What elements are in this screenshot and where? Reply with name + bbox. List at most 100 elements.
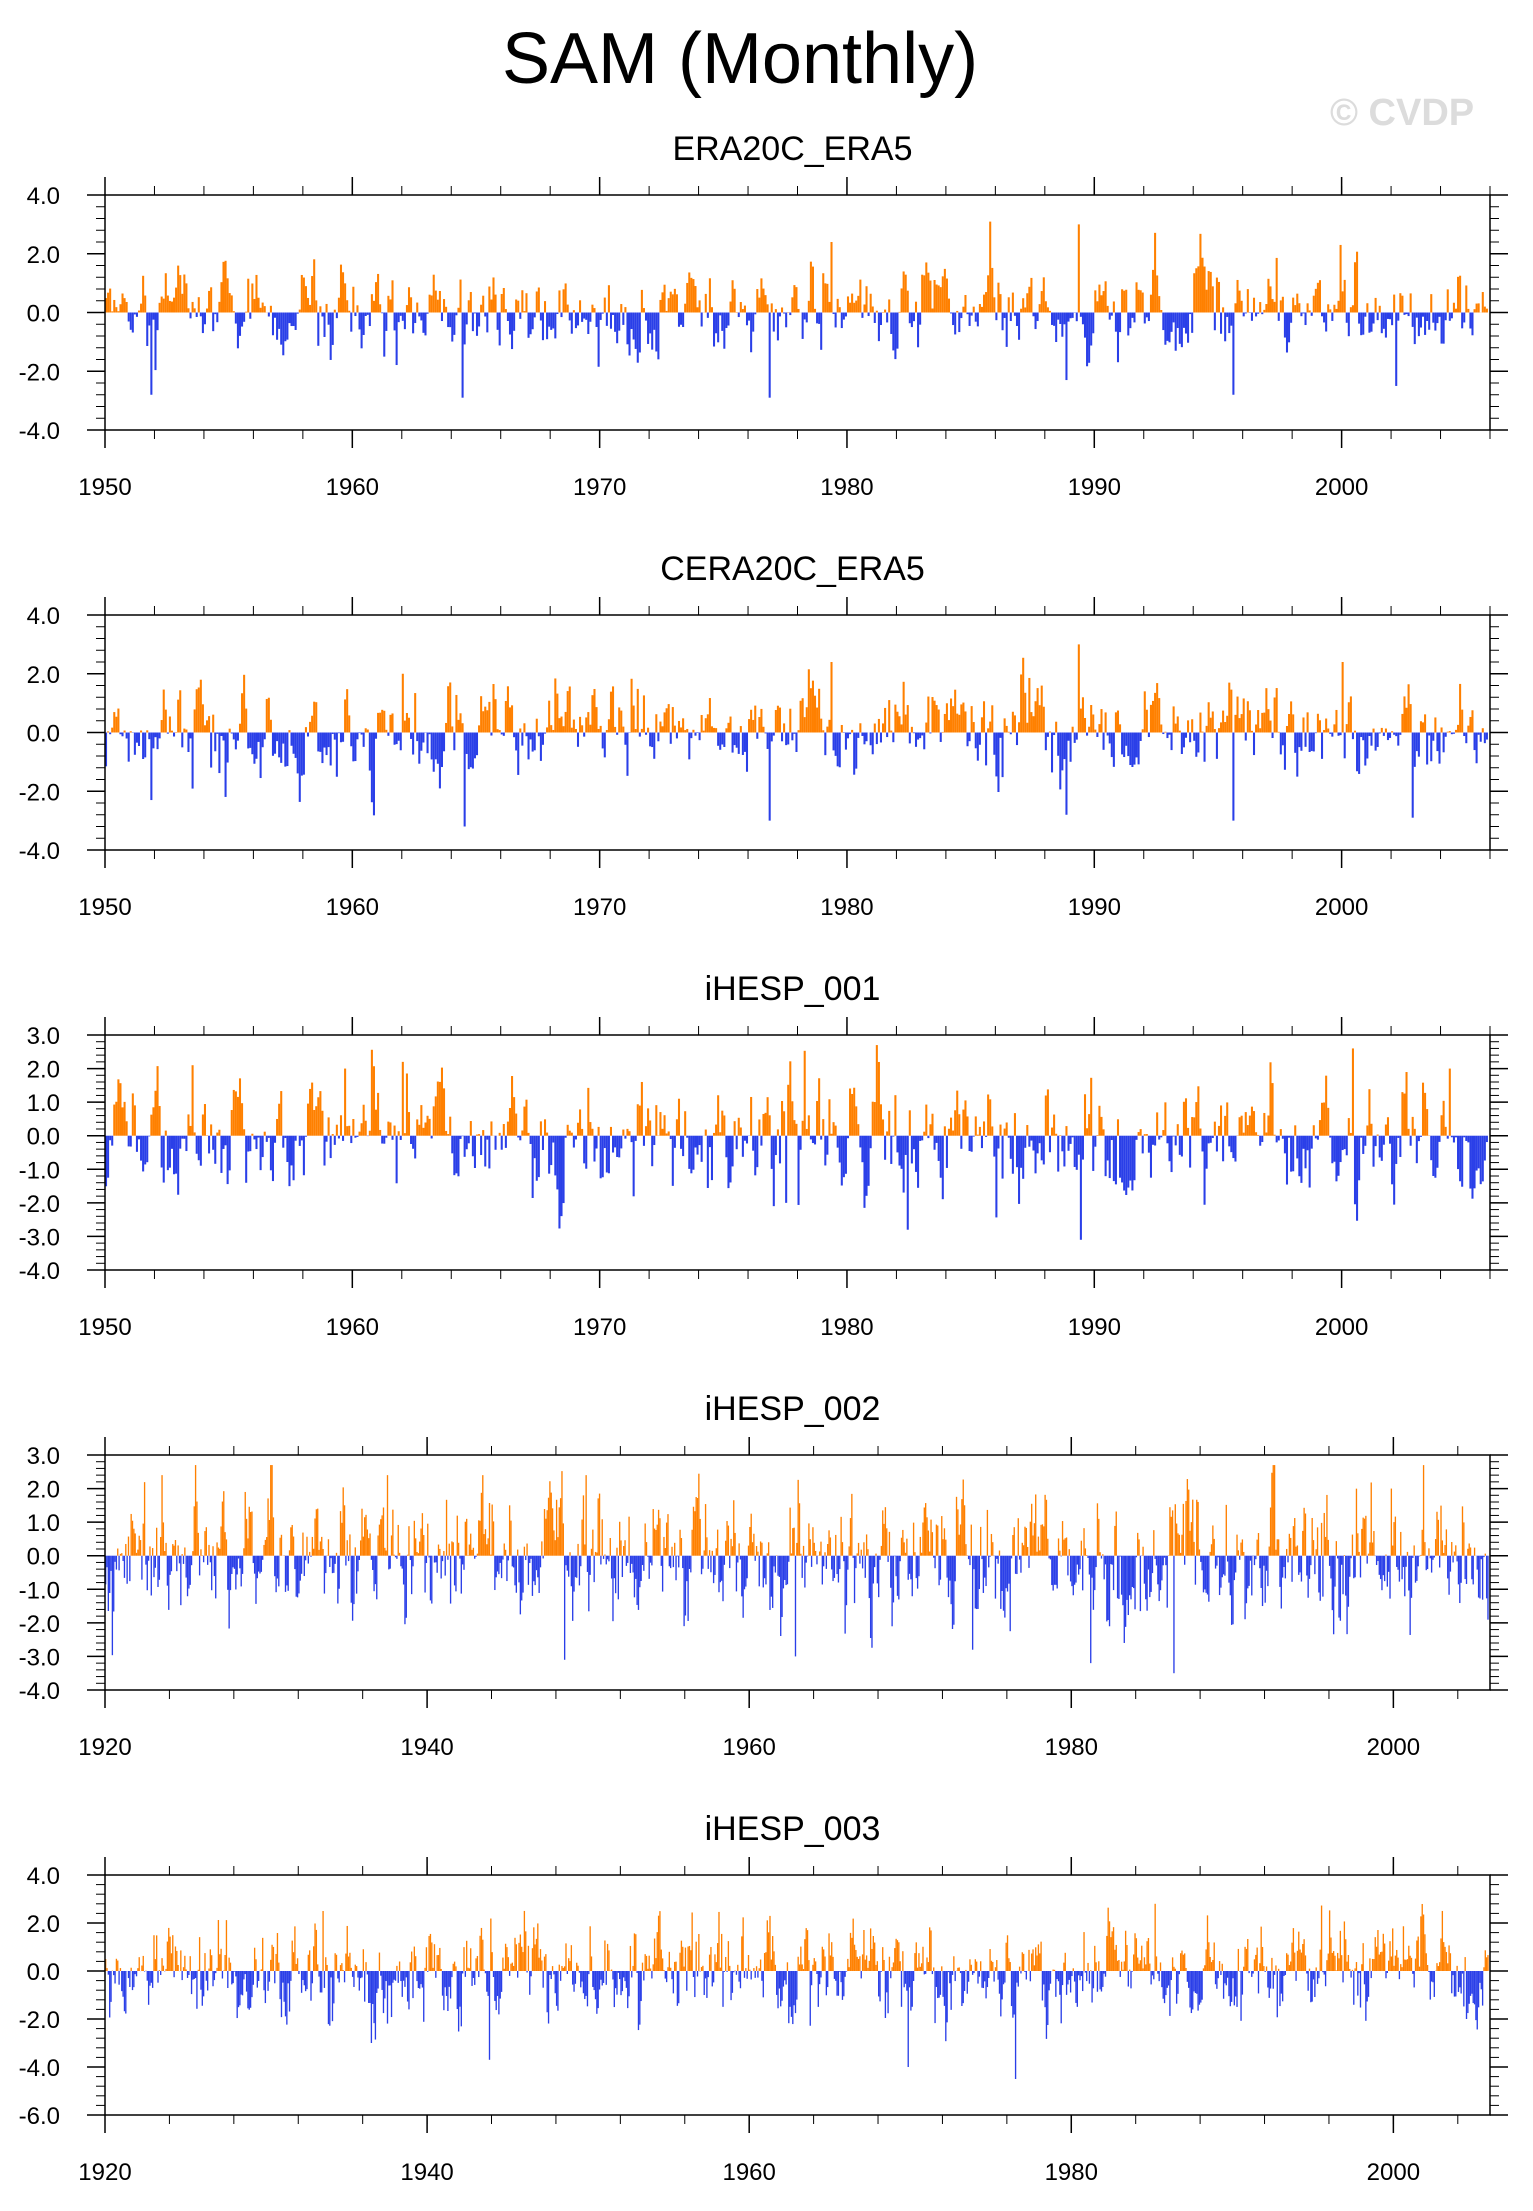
positive-bar — [1022, 1545, 1025, 1556]
negative-bar — [1454, 1135, 1458, 1138]
negative-bar — [1460, 1971, 1462, 1994]
positive-bar — [204, 1531, 206, 1556]
positive-bar — [1316, 282, 1319, 313]
positive-bar — [557, 1537, 559, 1556]
positive-bar — [1036, 1955, 1038, 1971]
negative-bar — [218, 732, 221, 774]
positive-bar — [121, 1107, 124, 1136]
positive-bar — [1263, 1112, 1266, 1136]
negative-bar — [1463, 732, 1466, 737]
positive-bar — [517, 300, 520, 313]
positive-bar — [564, 283, 567, 313]
negative-bar — [750, 1971, 752, 1980]
positive-bar — [173, 297, 176, 313]
negative-bar — [1329, 1135, 1332, 1138]
negative-bar — [626, 312, 629, 345]
negative-bar — [395, 1135, 398, 1184]
positive-bar — [177, 1545, 179, 1556]
positive-bar — [1207, 271, 1210, 313]
negative-bar — [719, 732, 722, 750]
positive-bar — [1483, 306, 1486, 313]
positive-bar — [661, 1958, 664, 1971]
negative-bar — [492, 1971, 495, 1978]
positive-bar — [1463, 1522, 1465, 1556]
positive-bar — [824, 1552, 826, 1556]
positive-bar — [937, 709, 940, 733]
positive-bar — [1287, 1954, 1289, 1971]
positive-bar — [1201, 257, 1204, 313]
positive-bar — [1454, 729, 1458, 733]
positive-bar — [1296, 293, 1299, 313]
negative-bar — [405, 1971, 407, 1978]
negative-bar — [547, 1971, 550, 2024]
negative-bar — [1100, 1971, 1103, 1992]
negative-bar — [1362, 1135, 1365, 1154]
negative-bar — [1239, 1555, 1241, 1560]
negative-bar — [1241, 1971, 1244, 1995]
negative-bar — [331, 312, 334, 345]
positive-bar — [1153, 1530, 1155, 1556]
negative-bar — [202, 1555, 205, 1563]
negative-bar — [358, 1555, 360, 1560]
negative-bar — [1307, 1555, 1309, 1598]
positive-bar — [684, 1947, 687, 1971]
positive-bar — [710, 307, 713, 313]
positive-bar — [205, 720, 209, 733]
positive-bar — [753, 1533, 755, 1556]
negative-bar — [1005, 1555, 1007, 1589]
positive-bar — [863, 1930, 865, 1971]
positive-bar — [695, 1497, 697, 1556]
negative-bar — [1139, 732, 1142, 741]
negative-bar — [756, 1135, 759, 1168]
negative-bar — [1229, 1555, 1231, 1596]
negative-bar — [319, 732, 322, 752]
positive-bar — [1294, 1952, 1296, 1971]
positive-bar — [1456, 1965, 1458, 1971]
negative-bar — [1226, 1555, 1229, 1562]
positive-bar — [144, 295, 147, 313]
negative-bar — [974, 1555, 976, 1609]
positive-bar — [1244, 1112, 1247, 1136]
negative-bar — [288, 1135, 291, 1187]
negative-bar — [573, 1971, 575, 1992]
positive-bar — [160, 1537, 162, 1556]
positive-bar — [1401, 295, 1404, 313]
positive-bar — [533, 1927, 535, 1971]
positive-bar — [309, 304, 312, 313]
positive-bar — [1211, 286, 1214, 313]
positive-bar — [608, 1950, 610, 1971]
positive-bar — [930, 1930, 932, 1971]
negative-bar — [1251, 1971, 1253, 1977]
positive-bar — [933, 1967, 935, 1971]
negative-bar — [1168, 312, 1171, 343]
negative-bar — [513, 732, 516, 738]
negative-bar — [1167, 1971, 1170, 1986]
negative-bar — [1065, 312, 1068, 381]
positive-bar — [1255, 724, 1258, 733]
plot-frame — [104, 1874, 1491, 2116]
negative-bar — [183, 1135, 186, 1139]
positive-bar — [677, 1098, 681, 1136]
positive-bar — [1393, 1522, 1395, 1556]
positive-bar — [991, 1126, 994, 1136]
negative-bar — [110, 1555, 112, 1571]
positive-bar — [1248, 1115, 1251, 1136]
negative-bar — [436, 732, 439, 764]
negative-bar — [1166, 1135, 1169, 1144]
negative-bar — [608, 1555, 610, 1562]
y-tick-label: -3.0 — [19, 1224, 60, 1251]
negative-bar — [632, 1135, 635, 1197]
positive-bar — [428, 1935, 430, 1971]
negative-bar — [832, 1555, 834, 1582]
y-tick-label: 0.0 — [27, 1959, 60, 1986]
positive-bar — [319, 306, 322, 313]
negative-bar — [937, 1135, 940, 1161]
positive-bar — [1371, 1542, 1374, 1556]
positive-bar — [1176, 716, 1179, 733]
positive-bar — [1370, 1482, 1372, 1556]
negative-bar — [1068, 1971, 1070, 1980]
positive-bar — [346, 1126, 349, 1136]
negative-bar — [1092, 1555, 1095, 1610]
negative-bar — [937, 1971, 939, 1999]
positive-bar — [313, 259, 316, 313]
